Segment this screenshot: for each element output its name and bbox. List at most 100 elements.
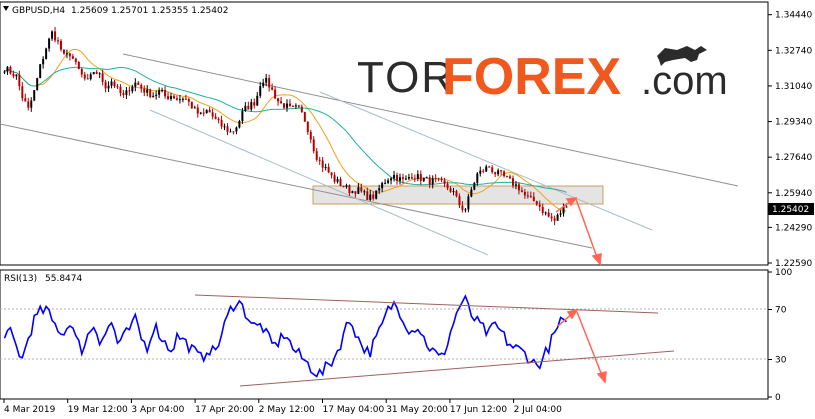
current-price-value: 1.25402: [772, 205, 809, 215]
watermark-com: .com: [641, 59, 728, 103]
candle: [283, 103, 286, 109]
candle: [274, 86, 277, 100]
time-tick-label: 2 May 12:00: [259, 405, 315, 415]
candle: [526, 191, 529, 199]
candle: [431, 175, 434, 189]
candle: [416, 170, 419, 182]
candle: [410, 173, 413, 180]
candle: [205, 109, 208, 114]
candle: [170, 92, 173, 101]
candle: [238, 119, 241, 129]
candle: [401, 173, 404, 184]
candle: [437, 177, 440, 182]
candle: [514, 180, 517, 190]
bull-icon: [657, 46, 707, 66]
candles: [3, 26, 568, 226]
candle: [18, 70, 21, 91]
candle: [152, 92, 155, 98]
candle: [220, 115, 223, 130]
candle: [45, 47, 48, 60]
candle: [511, 175, 514, 189]
candle: [318, 156, 321, 165]
candle: [62, 49, 65, 55]
rsi-panel[interactable]: [0, 269, 769, 400]
rsi-tick-label: 70: [775, 306, 787, 316]
candle: [348, 184, 351, 197]
candle: [36, 77, 39, 91]
candle: [339, 176, 342, 187]
candle: [137, 80, 140, 86]
candle: [446, 181, 449, 191]
candle: [306, 121, 309, 135]
price-tick-label: 1.22590: [775, 259, 812, 269]
watermark-tor: TOR: [357, 53, 455, 102]
candle: [375, 190, 378, 200]
candle: [393, 170, 396, 182]
price-panel[interactable]: [0, 1, 769, 266]
candle: [149, 88, 152, 99]
ma-fast-line: [4, 48, 567, 212]
candle: [413, 174, 416, 183]
candle: [482, 168, 485, 174]
rsi-header: RSI(13) 55.8474: [4, 274, 82, 284]
watermark-logo: TOR FOREX .com: [357, 46, 728, 106]
candle: [187, 97, 190, 106]
candle: [467, 193, 470, 213]
candle: [494, 171, 497, 178]
candle: [158, 87, 161, 99]
candle: [101, 69, 104, 86]
candle: [387, 178, 390, 185]
candle: [396, 172, 399, 185]
candle: [520, 187, 523, 193]
rsi-line: [3, 294, 568, 378]
candle: [217, 117, 220, 124]
candle: [491, 165, 494, 174]
candle: [479, 166, 482, 177]
candle: [363, 189, 366, 196]
candle: [541, 203, 544, 216]
candle: [488, 165, 491, 168]
candle: [506, 175, 509, 178]
price-tick-label: 1.29340: [775, 118, 812, 128]
candle: [529, 191, 532, 199]
candle: [107, 81, 110, 93]
candle: [378, 184, 381, 194]
current-price-tag: 1.25402: [768, 203, 814, 215]
time-tick-label: 19 Mar 12:00: [68, 405, 128, 415]
candle: [315, 147, 318, 162]
inner-channel-line-1: [319, 91, 653, 231]
candle: [113, 80, 116, 89]
candle: [291, 105, 294, 107]
candle: [86, 73, 89, 80]
candle: [544, 211, 547, 216]
ma-slow-line: [4, 66, 567, 193]
candle: [470, 187, 473, 198]
candle: [232, 131, 235, 135]
candle: [226, 123, 229, 136]
candle: [303, 111, 306, 122]
candle: [547, 208, 550, 218]
candle: [324, 163, 327, 171]
rsi-name: RSI(13): [4, 274, 37, 284]
rsi-series: [3, 294, 568, 378]
candle: [184, 94, 187, 100]
candle: [553, 215, 556, 226]
candle: [523, 189, 526, 199]
candle: [434, 174, 437, 183]
candle: [15, 74, 18, 80]
price-tick-label: 1.27640: [775, 153, 812, 163]
candle: [199, 111, 202, 115]
candle: [458, 193, 461, 209]
candle: [92, 71, 95, 75]
candle: [54, 26, 57, 43]
candle: [559, 210, 562, 218]
candle: [422, 177, 425, 182]
candle: [143, 85, 146, 97]
collapse-triangle-icon[interactable]: [3, 6, 9, 11]
candle: [3, 70, 6, 75]
candle: [48, 37, 51, 52]
candle: [419, 170, 422, 185]
candle: [116, 83, 119, 89]
candle: [181, 97, 184, 103]
candle: [464, 207, 467, 213]
